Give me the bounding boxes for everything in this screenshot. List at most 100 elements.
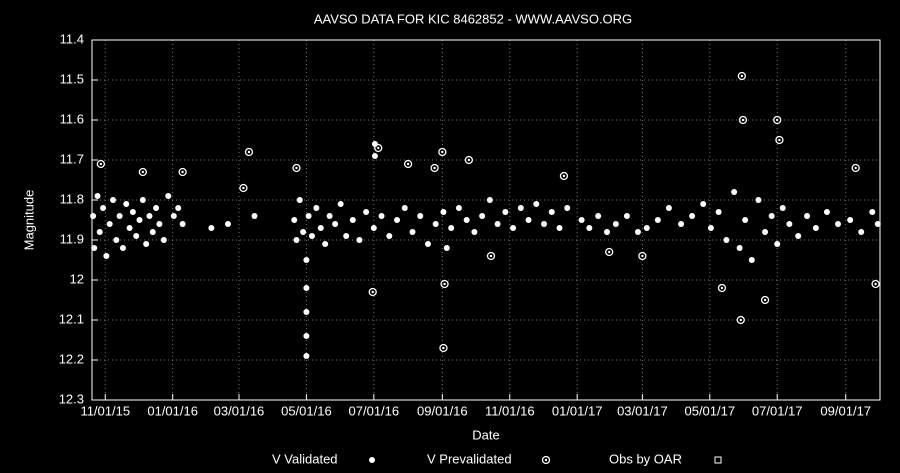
y-tick-label: 12 <box>70 271 84 286</box>
data-point <box>175 205 182 211</box>
data-point <box>293 237 300 243</box>
data-point <box>123 201 130 207</box>
data-point <box>109 197 116 203</box>
data-point <box>292 163 301 173</box>
data-point <box>559 171 569 181</box>
data-point <box>343 233 350 239</box>
data-point <box>153 205 160 211</box>
data-point <box>96 229 103 235</box>
y-tick-label: 11.6 <box>60 111 84 126</box>
chart-title: AAVSO DATA FOR KIC 8462852 - WWW.AAVSO.O… <box>314 11 632 26</box>
data-point <box>91 245 98 251</box>
data-point <box>665 205 672 211</box>
x-tick-label: 05/01/17 <box>684 403 735 418</box>
x-axis-label: Date <box>472 427 499 442</box>
data-point <box>133 233 140 239</box>
data-point <box>731 189 738 195</box>
data-point <box>332 221 339 227</box>
y-tick-label: 11.5 <box>60 71 84 86</box>
data-point <box>804 213 811 219</box>
data-point <box>403 159 413 169</box>
data-point <box>401 205 408 211</box>
data-point <box>138 167 147 177</box>
data-point <box>851 163 860 173</box>
data-point <box>755 197 762 203</box>
data-point <box>525 217 532 223</box>
data-point <box>464 155 474 165</box>
data-point <box>317 225 324 231</box>
data-point <box>439 343 448 353</box>
y-tick-label: 11.8 <box>60 191 84 206</box>
legend-marker <box>714 456 722 464</box>
legend-marker <box>369 457 375 463</box>
data-point <box>748 257 755 263</box>
data-point <box>371 153 378 159</box>
data-point <box>303 353 310 359</box>
data-point <box>871 279 880 289</box>
data-point <box>502 209 509 215</box>
data-point <box>291 217 298 223</box>
data-point <box>378 213 385 219</box>
data-point <box>438 147 447 157</box>
data-point <box>326 213 333 219</box>
data-point <box>113 237 120 243</box>
data-point <box>605 247 614 257</box>
data-point <box>448 225 455 231</box>
x-tick-label: 01/01/17 <box>552 403 603 418</box>
data-point <box>430 163 439 173</box>
data-point <box>858 229 865 235</box>
data-point <box>303 333 310 339</box>
data-point <box>239 183 248 193</box>
data-point <box>612 221 619 227</box>
data-point <box>634 229 641 235</box>
data-point <box>100 205 107 211</box>
data-point <box>494 221 501 227</box>
data-point <box>129 209 136 215</box>
data-point <box>251 213 258 219</box>
data-point <box>160 237 167 243</box>
data-point <box>479 213 486 219</box>
y-tick-label: 12.3 <box>59 391 84 406</box>
data-point <box>94 193 101 199</box>
data-point <box>149 229 156 235</box>
data-point <box>179 221 186 227</box>
data-point <box>736 315 745 325</box>
legend-label: V Validated <box>272 451 338 466</box>
legend-label: Obs by OAR <box>609 451 682 466</box>
data-point <box>386 233 393 239</box>
data-point <box>337 201 344 207</box>
x-tick-label: 01/01/16 <box>147 403 198 418</box>
data-point <box>786 221 793 227</box>
data-point <box>165 193 172 199</box>
data-point <box>178 167 187 177</box>
data-point <box>548 209 555 215</box>
data-point <box>774 241 781 247</box>
data-point <box>533 201 540 207</box>
data-point <box>738 115 748 125</box>
y-axis-label: Magnitude <box>21 190 36 251</box>
data-point <box>244 147 254 157</box>
y-tick-label: 11.4 <box>60 31 84 46</box>
data-point <box>409 229 416 235</box>
x-tick-label: 07/01/16 <box>349 403 400 418</box>
data-point <box>356 237 363 243</box>
data-point <box>224 221 231 227</box>
data-point <box>742 217 749 223</box>
data-point <box>394 217 401 223</box>
data-point <box>556 225 563 231</box>
data-point <box>349 217 356 223</box>
data-point <box>578 217 585 223</box>
data-point <box>417 213 424 219</box>
data-point <box>717 283 727 293</box>
data-point <box>143 241 150 247</box>
data-point <box>106 221 113 227</box>
data-point <box>119 245 126 251</box>
x-tick-label: 09/01/16 <box>417 403 468 418</box>
data-point <box>517 205 524 211</box>
data-point <box>623 213 630 219</box>
data-point <box>90 213 97 219</box>
data-point <box>736 245 743 251</box>
data-point <box>689 213 696 219</box>
data-point <box>723 237 730 243</box>
data-point <box>700 201 707 207</box>
